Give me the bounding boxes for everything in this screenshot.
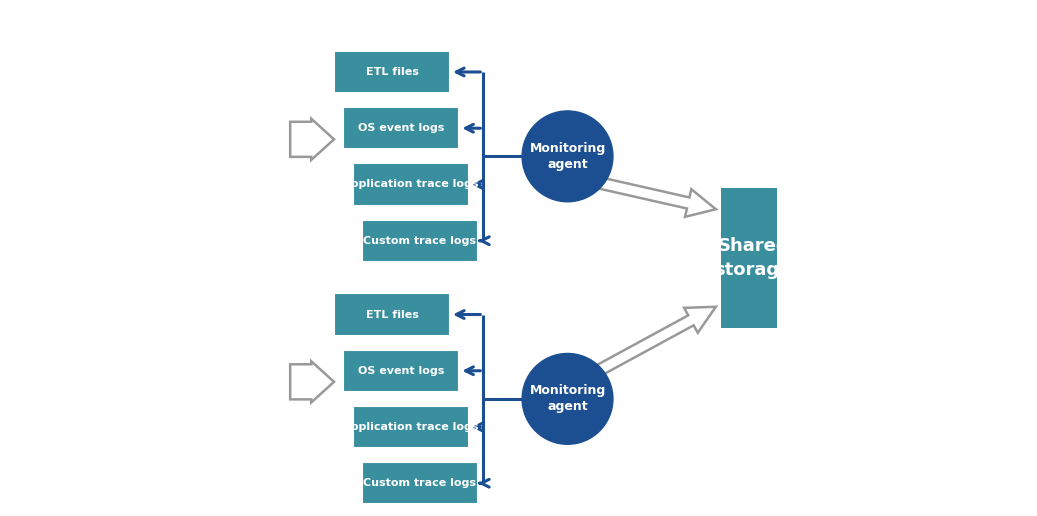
Bar [334, 51, 450, 93]
Text: Monitoring
agent: Monitoring agent [530, 384, 606, 413]
Text: Application trace logs: Application trace logs [342, 422, 479, 432]
Text: Shared
storage: Shared storage [714, 237, 792, 279]
Bar [353, 164, 469, 206]
Ellipse shape [522, 353, 613, 444]
Polygon shape [591, 176, 716, 217]
Bar [343, 107, 459, 150]
Bar [721, 188, 786, 328]
Bar [362, 220, 478, 262]
Text: Custom trace logs: Custom trace logs [363, 236, 476, 246]
Ellipse shape [522, 111, 613, 202]
Polygon shape [590, 307, 716, 379]
Text: Monitoring
agent: Monitoring agent [530, 142, 606, 171]
Bar [353, 406, 469, 448]
Text: Custom trace logs: Custom trace logs [363, 478, 476, 488]
Text: ETL files: ETL files [366, 67, 419, 77]
Text: OS event logs: OS event logs [358, 366, 445, 376]
Bar [334, 293, 450, 335]
Bar [343, 350, 459, 392]
Text: OS event logs: OS event logs [358, 123, 445, 133]
Text: Application trace logs: Application trace logs [342, 180, 479, 189]
Bar [362, 462, 478, 505]
Polygon shape [290, 361, 334, 402]
Text: ETL files: ETL files [366, 310, 419, 319]
Polygon shape [290, 119, 334, 160]
